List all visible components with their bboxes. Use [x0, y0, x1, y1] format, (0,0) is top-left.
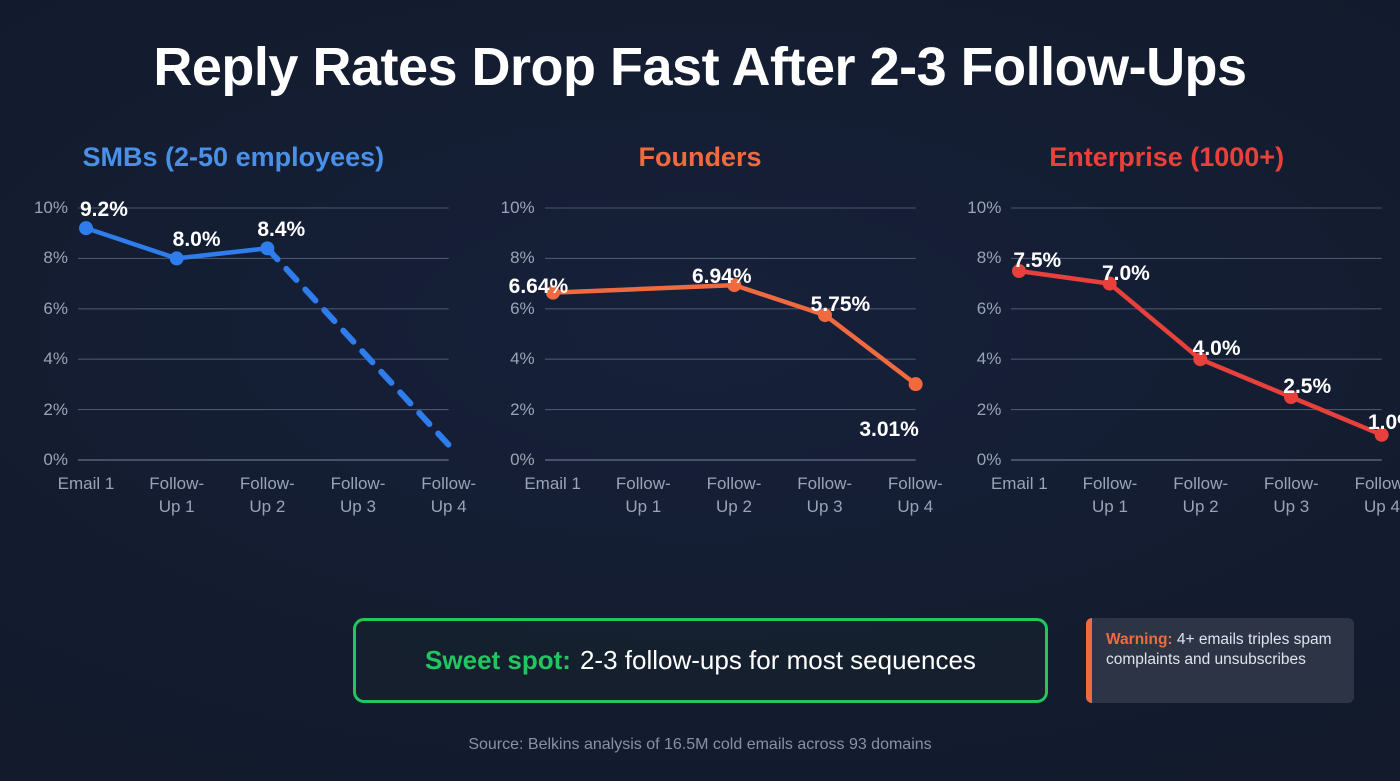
data-value-label: 4.0%: [1192, 337, 1241, 361]
x-axis-tick-label: Email 1: [524, 474, 581, 493]
source-note: Source: Belkins analysis of 16.5M cold e…: [468, 736, 932, 753]
y-axis-tick-label: 6%: [43, 298, 68, 318]
x-axis-tick-label: Follow- Up 4: [887, 474, 943, 516]
warning-lead: Warning:: [1106, 631, 1173, 648]
data-value-label: 5.75%: [810, 293, 871, 317]
y-axis-tick-label: 4%: [976, 349, 1002, 369]
panel-title-founders: Founders: [638, 142, 762, 172]
warning-text: 4+ emails triples spam complaints and un…: [1106, 631, 1332, 668]
chart-panel-enterprise: Enterprise (1000+) 0% 2% 4% 6% 8% 10% Email 1 F…: [933, 140, 1400, 590]
y-axis-tick-label: 2%: [976, 399, 1002, 419]
data-value-label: 6.64%: [508, 274, 569, 298]
data-point-marker: [79, 221, 93, 236]
x-axis-tick-label: Follow- Up 4: [421, 474, 477, 516]
y-axis-tick-label: 10%: [967, 198, 1002, 217]
y-axis-tick-label: 8%: [510, 248, 535, 268]
data-value-label: 9.2%: [80, 198, 128, 222]
data-point-marker: [1193, 352, 1208, 367]
x-axis-tick-label: Follow- Up 2: [706, 474, 762, 516]
x-axis-tick-label: Follow- Up 3: [1263, 474, 1319, 516]
y-axis-tick-label: 0%: [510, 450, 535, 469]
sweet-spot-callout: Sweet spot: 2-3 follow-ups for most sequ…: [353, 618, 1048, 703]
x-axis-tick-label: Follow- Up 2: [239, 474, 295, 516]
data-point-marker: [726, 278, 741, 293]
series-line: [264, 245, 452, 448]
x-axis-tick-label: Follow- Up 1: [1082, 474, 1138, 516]
data-point-marker: [1102, 276, 1117, 291]
data-point-marker: [169, 251, 184, 266]
data-value-label: 1.0%: [1367, 410, 1400, 434]
data-point-marker: [1012, 264, 1027, 278]
warning-callout: Warning: 4+ emails triples spam complain…: [1086, 618, 1354, 703]
plot-area-enterprise: 0% 2% 4% 6% 8% 10% Email 1 Follow- Up 1 Follow- …: [933, 185, 1400, 590]
data-value-label: 8.4%: [257, 218, 306, 242]
chart-panels: SMBs (2-50 employees) 0% 2% 4% 6% 8% 10% Email…: [0, 140, 1400, 590]
x-axis-tick-label: Follow- Up 4: [1354, 474, 1400, 516]
sweet-spot-lead: Sweet spot:: [425, 645, 571, 675]
plot-area-smb: 0% 2% 4% 6% 8% 10% Email 1 Follow- Up 1 Follow- …: [0, 185, 476, 590]
y-axis-tick-label: 8%: [976, 248, 1002, 268]
panel-title-enterprise: Enterprise (1000+): [1049, 142, 1285, 172]
data-value-label: 7.5%: [1013, 249, 1062, 272]
y-axis-tick-label: 0%: [43, 450, 68, 469]
x-axis-tick-label: Email 1: [990, 474, 1048, 493]
y-axis-tick-label: 2%: [43, 399, 68, 419]
data-value-label: 3.01%: [859, 418, 919, 442]
panel-title-smb: SMBs (2-50 employees): [82, 142, 385, 172]
y-axis-tick-label: 8%: [43, 248, 68, 268]
x-axis-tick-label: Follow- Up 3: [797, 474, 853, 516]
page-title: Reply Rates Drop Fast After 2-3 Follow-U…: [153, 37, 1247, 97]
data-value-label: 8.0%: [172, 228, 221, 252]
y-axis-tick-label: 0%: [976, 450, 1002, 469]
x-axis-tick-label: Follow- Up 3: [330, 474, 386, 516]
sweet-spot-text: 2-3 follow-ups for most sequences: [579, 645, 976, 675]
x-axis-tick-label: Follow- Up 1: [615, 474, 671, 516]
x-axis-tick-label: Follow- Up 1: [149, 474, 205, 516]
y-axis-tick-label: 4%: [43, 349, 68, 369]
data-value-label: 7.0%: [1101, 261, 1150, 285]
data-point-marker: [545, 285, 560, 300]
y-axis-tick-label: 10%: [500, 198, 535, 217]
data-point-marker: [1284, 390, 1299, 404]
x-axis-tick-label: Follow- Up 2: [1173, 474, 1229, 516]
y-axis-tick-label: 2%: [510, 399, 535, 419]
chart-panel-founders: Founders 0% 2% 4% 6% 8% 10% Email 1 Follow- Up …: [467, 140, 943, 590]
y-axis-tick-label: 4%: [510, 349, 535, 369]
data-point-marker: [1374, 427, 1389, 442]
y-axis-tick-label: 6%: [976, 298, 1002, 318]
plot-area-founders: 0% 2% 4% 6% 8% 10% Email 1 Follow- Up 1 Follow- …: [467, 185, 943, 590]
data-point-marker: [908, 377, 923, 392]
y-axis-tick-label: 6%: [510, 298, 535, 318]
data-value-label: 6.94%: [691, 265, 752, 289]
data-point-marker: [817, 308, 832, 323]
y-axis-tick-label: 10%: [33, 198, 68, 217]
data-value-label: 2.5%: [1283, 375, 1332, 398]
chart-panel-smb: SMBs (2-50 employees) 0% 2% 4% 6% 8% 10% Email…: [0, 140, 476, 590]
x-axis-tick-label: Email 1: [57, 474, 115, 493]
